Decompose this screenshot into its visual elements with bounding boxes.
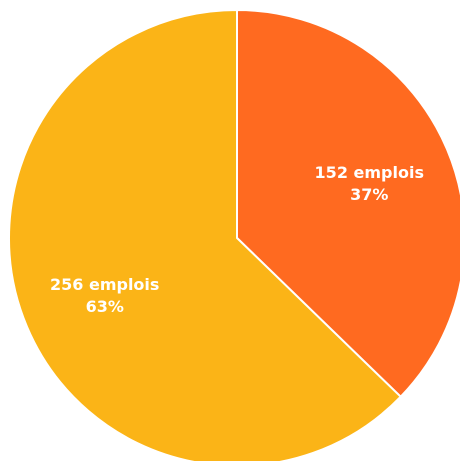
- pie-slice-0: [236, 8, 460, 399]
- slice-label-1-percent: 63%: [86, 297, 124, 316]
- slice-label-0-count: 152 emplois: [315, 163, 424, 182]
- slice-label-0-percent: 37%: [350, 185, 388, 204]
- slice-label-1-count: 256 emplois: [50, 275, 159, 294]
- pie-slices: [8, 8, 460, 461]
- pie-labels: 152 emplois 37% 256 emplois 63%: [50, 163, 424, 316]
